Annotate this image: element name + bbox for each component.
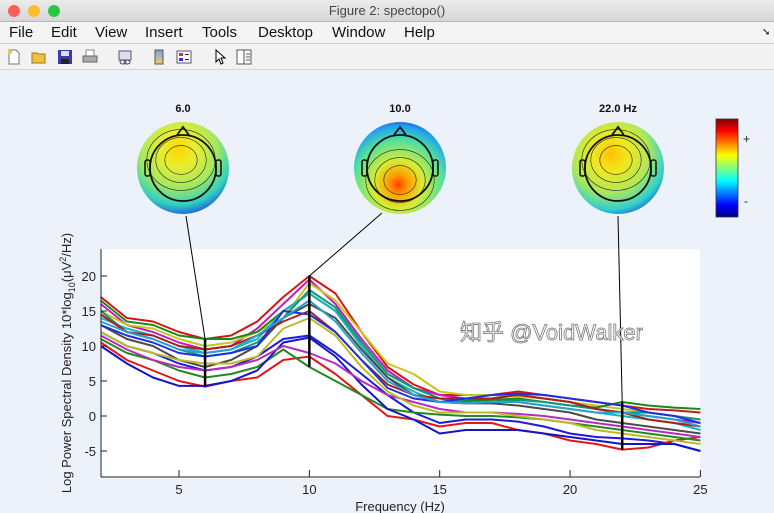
save-icon[interactable] bbox=[57, 49, 73, 65]
topoplot-title: 6.0 bbox=[175, 103, 190, 115]
contour-line bbox=[383, 165, 417, 195]
nose-icon bbox=[611, 125, 625, 136]
series-line-16 bbox=[100, 299, 701, 428]
topoplot-title: 10.0 bbox=[389, 103, 410, 115]
x-tick-label: 10 bbox=[302, 482, 316, 497]
y-tick-label: 0 bbox=[89, 409, 96, 424]
topoplot-title: 22.0 Hz bbox=[599, 103, 637, 115]
series-line-7 bbox=[100, 303, 701, 435]
new-figure-icon[interactable] bbox=[6, 49, 22, 65]
colorbar-minus-label: - bbox=[744, 194, 748, 208]
y-axis-label: Log Power Spectral Density 10*log10(μV2/… bbox=[58, 233, 77, 493]
left-ear-icon bbox=[144, 159, 151, 177]
topoplot-connector bbox=[617, 215, 623, 403]
colorbar-icon[interactable] bbox=[151, 49, 167, 65]
x-tick-label: 5 bbox=[175, 482, 182, 497]
topoplot-22: 22.0 Hz bbox=[572, 103, 664, 403]
minimize-window-button[interactable] bbox=[28, 5, 40, 17]
right-ear-icon bbox=[215, 159, 222, 177]
contour-line bbox=[599, 145, 633, 175]
dock-arrow-icon[interactable]: ➘ bbox=[762, 27, 771, 38]
left-ear-icon bbox=[579, 159, 586, 177]
x-tick-label: 20 bbox=[563, 482, 577, 497]
topoplot-connector bbox=[185, 215, 206, 340]
nose-icon bbox=[176, 125, 190, 136]
contour-line bbox=[155, 137, 207, 183]
menu-insert[interactable]: Insert bbox=[145, 24, 183, 41]
menu-bar: File Edit View Insert Tools Desktop Wind… bbox=[0, 22, 774, 44]
pointer-icon[interactable] bbox=[212, 49, 228, 65]
series-line-15 bbox=[100, 310, 701, 424]
spectra-lines bbox=[100, 275, 701, 452]
maximize-window-button[interactable] bbox=[48, 5, 60, 17]
topoplot-connector bbox=[309, 212, 383, 277]
menu-tools[interactable]: Tools bbox=[202, 24, 238, 41]
left-ear-icon bbox=[361, 159, 368, 177]
topoplot-6: 6.0 bbox=[137, 103, 229, 340]
contour-line bbox=[164, 145, 198, 175]
title-bar: Figure 2: spectopo() bbox=[0, 0, 774, 22]
series-line-11 bbox=[100, 336, 701, 452]
contour-line bbox=[365, 149, 435, 211]
y-tick-label: 20 bbox=[82, 269, 96, 284]
topoplot-10: 10.0 bbox=[309, 103, 446, 277]
x-tick-label: 15 bbox=[432, 482, 446, 497]
series-line-14 bbox=[100, 317, 701, 445]
menu-edit[interactable]: Edit bbox=[51, 24, 77, 41]
menu-view[interactable]: View bbox=[95, 24, 128, 41]
nose-icon bbox=[393, 125, 407, 136]
y-tick-label: 15 bbox=[82, 304, 96, 319]
menu-window[interactable]: Window bbox=[332, 24, 386, 41]
print-icon[interactable] bbox=[82, 49, 98, 65]
x-axis-label: Frequency (Hz) bbox=[355, 499, 445, 513]
contour-line bbox=[374, 157, 426, 203]
y-tick-label: -5 bbox=[84, 444, 96, 459]
menu-file[interactable]: File bbox=[9, 24, 34, 41]
y-tick-label: 5 bbox=[89, 374, 96, 389]
axes bbox=[100, 249, 700, 478]
window-title: Figure 2: spectopo() bbox=[328, 3, 446, 18]
menu-help[interactable]: Help bbox=[404, 24, 435, 41]
legend-icon[interactable] bbox=[176, 49, 192, 65]
right-ear-icon bbox=[650, 159, 657, 177]
toolbar bbox=[0, 44, 774, 70]
series-line-10 bbox=[100, 338, 701, 442]
figure-canvas: 5 10 15 20 25 -5 0 5 10 15 20 Frequency (Hz) Log P… bbox=[58, 103, 750, 513]
watermark: 知乎 @VoidWalker bbox=[460, 320, 643, 345]
open-file-icon[interactable] bbox=[31, 49, 47, 65]
colorbar bbox=[715, 118, 739, 218]
contour-line bbox=[590, 137, 642, 183]
close-window-button[interactable] bbox=[8, 5, 20, 17]
x-tick-label: 25 bbox=[693, 482, 707, 497]
series-line-13 bbox=[100, 310, 701, 428]
right-ear-icon bbox=[432, 159, 439, 177]
link-icon[interactable] bbox=[117, 49, 133, 65]
y-tick-label: 10 bbox=[82, 339, 96, 354]
colorbar-plus-label: + bbox=[743, 132, 750, 146]
property-editor-icon[interactable] bbox=[236, 49, 252, 65]
menu-desktop[interactable]: Desktop bbox=[258, 24, 314, 41]
frequency-markers bbox=[203, 276, 624, 450]
